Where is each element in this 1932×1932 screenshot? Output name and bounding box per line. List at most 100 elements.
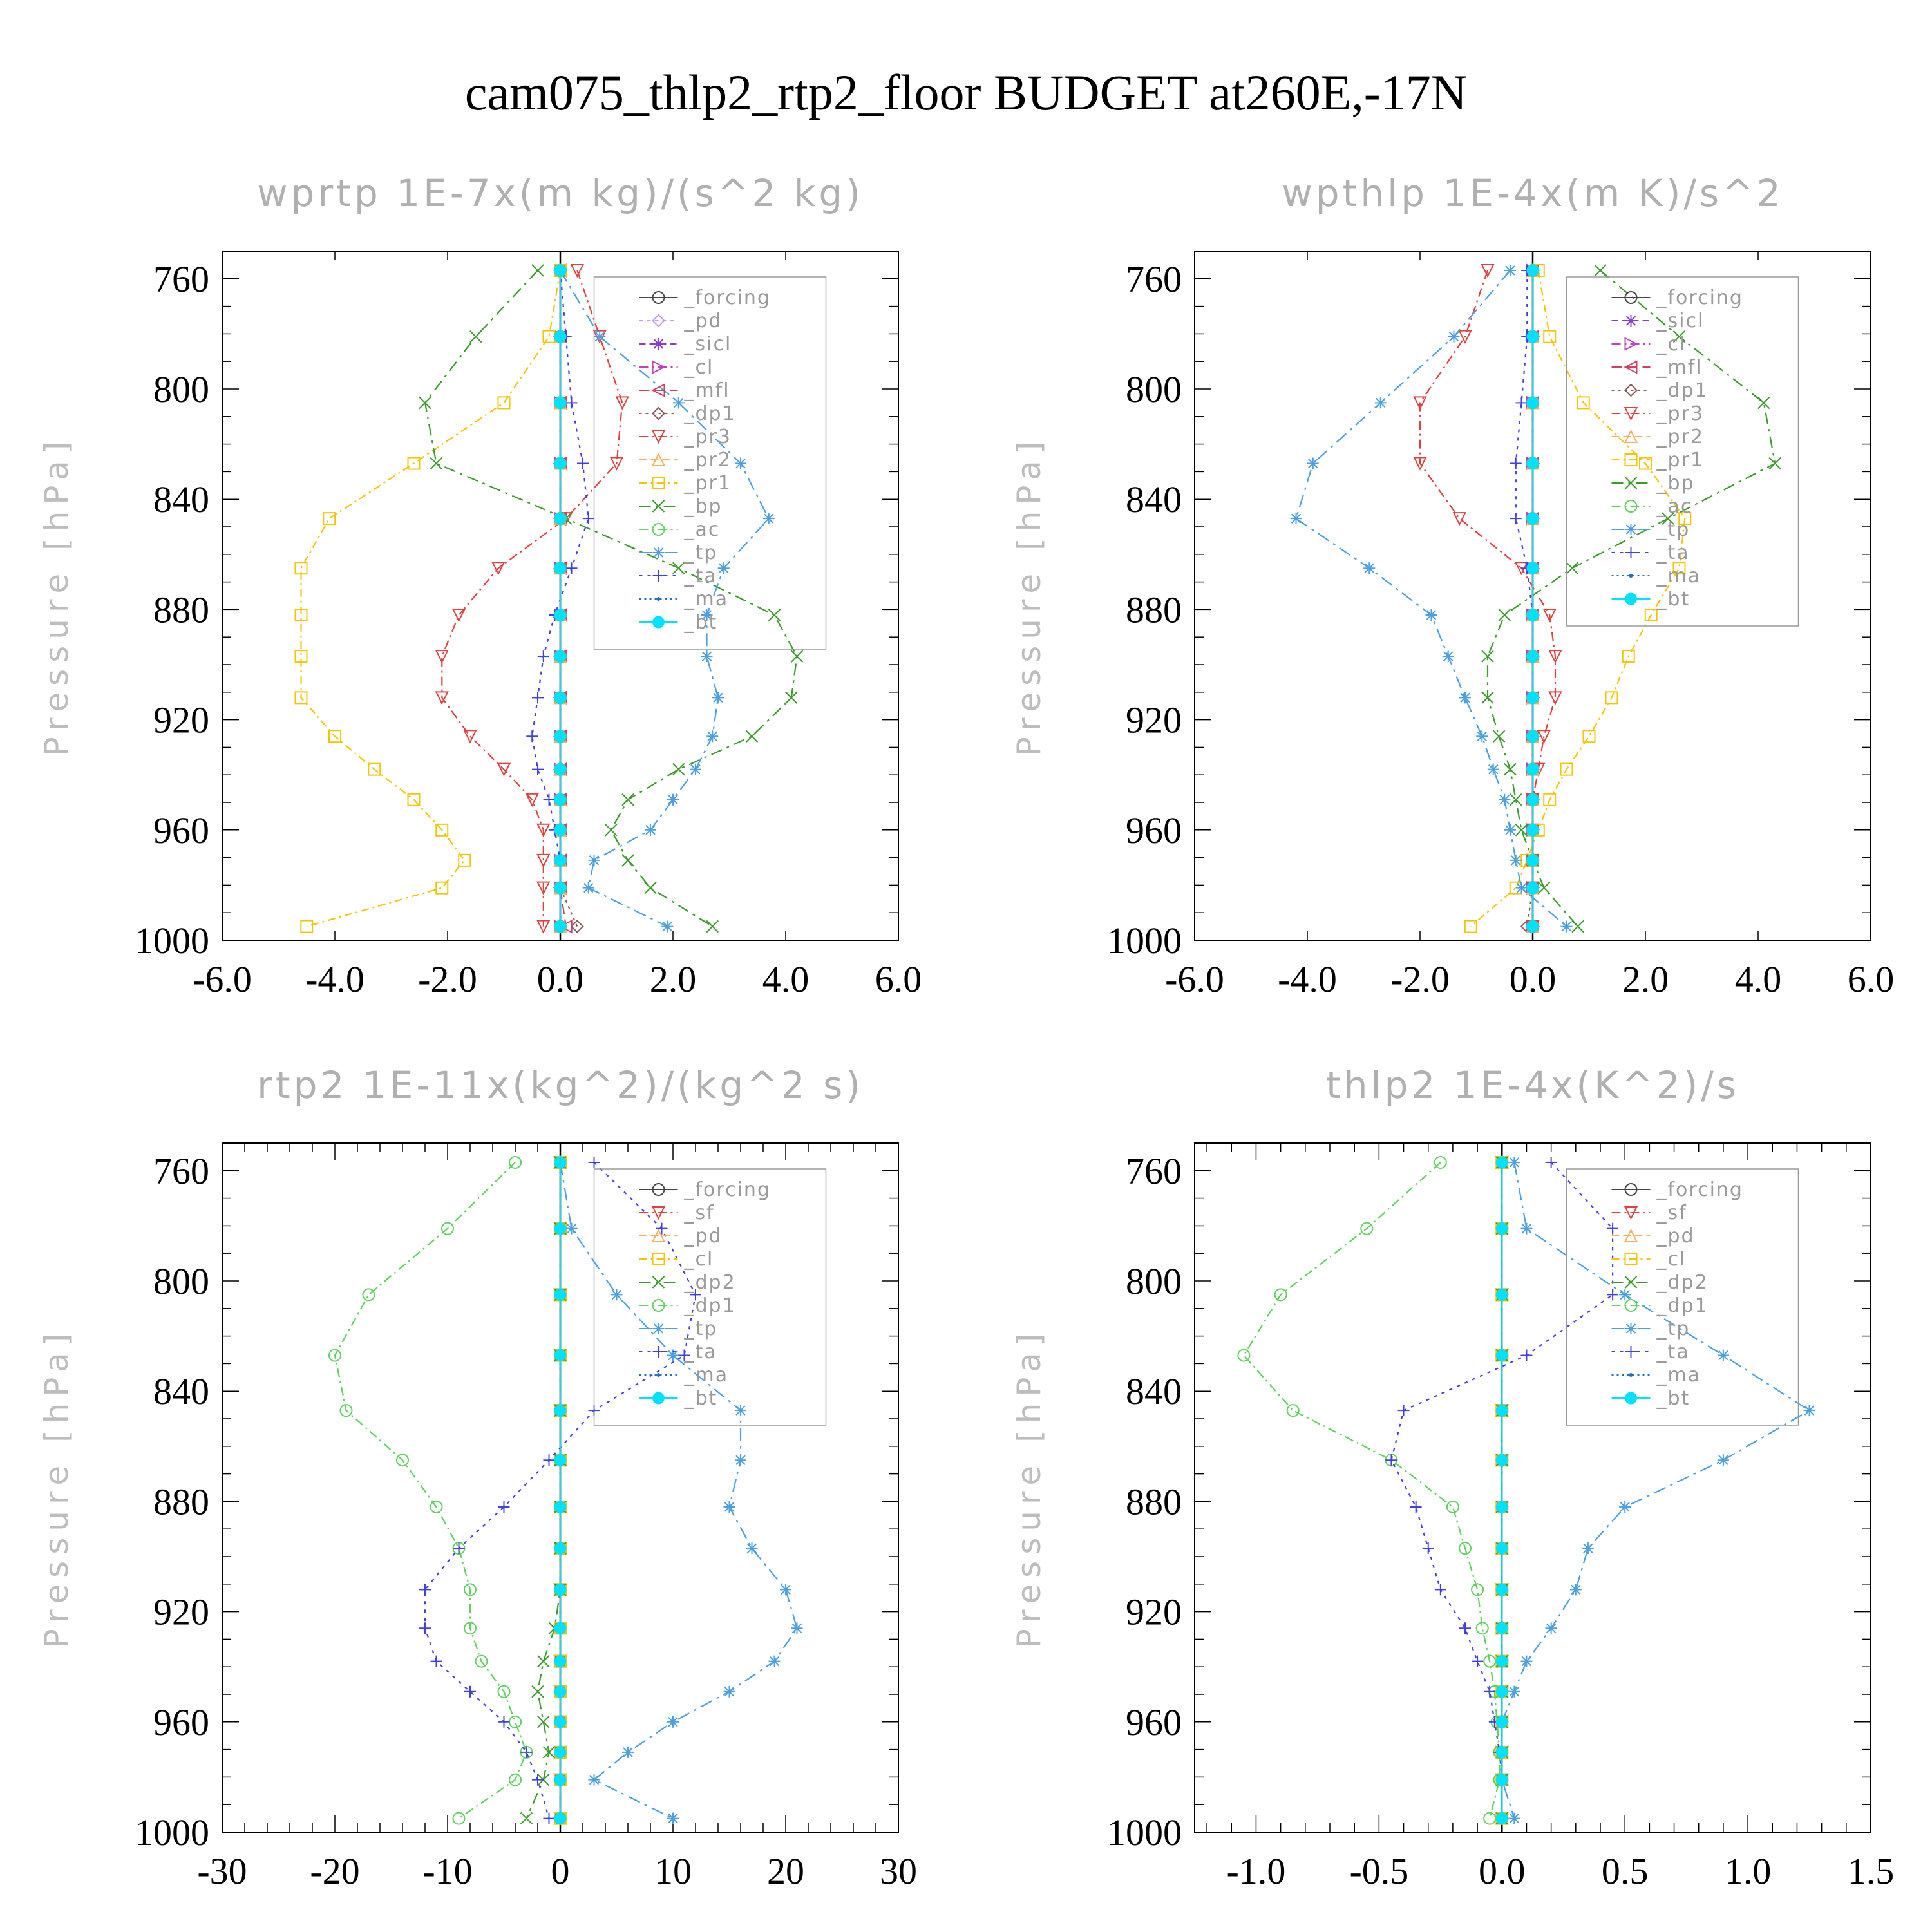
- data-point: [735, 1405, 746, 1417]
- legend-label: _pr2: [684, 449, 732, 471]
- data-point: [543, 1812, 555, 1824]
- legend-label: _ta: [684, 565, 717, 587]
- data-point: [419, 1584, 431, 1596]
- legend-marker: [652, 1183, 665, 1196]
- data-point: [554, 562, 567, 574]
- data-point: [746, 1542, 758, 1555]
- data-point: [1413, 396, 1427, 410]
- panel-3: rtp2 1E-11x(kg^2)/(kg^2 s) -30 -20 -10 0 10 20…: [38, 1063, 917, 1892]
- x-tick-label: -4.0: [305, 958, 365, 1000]
- data-point: [1526, 650, 1539, 663]
- legend-marker: [1624, 1276, 1638, 1289]
- data-point: [509, 1155, 522, 1169]
- data-point: [1307, 457, 1319, 469]
- data-point: [717, 562, 730, 574]
- legend-marker: [652, 406, 665, 421]
- data-point: [407, 457, 421, 470]
- data-point: [745, 730, 759, 743]
- legend-label: _bt: [1656, 1387, 1690, 1410]
- y-tick-label: 1000: [135, 1812, 209, 1853]
- data-point: [1495, 1501, 1508, 1513]
- data-point: [1425, 609, 1437, 621]
- series-bt: [554, 1156, 567, 1825]
- data-point: [565, 397, 578, 409]
- legend: _forcing_sicl_cl_mfl_dp1_pr3_pr2_pr1_bp_…: [1566, 276, 1799, 627]
- legend-label: _ma: [684, 1364, 729, 1387]
- data-point: [1639, 457, 1652, 470]
- data-point: [1397, 1405, 1410, 1417]
- series-bt: [554, 264, 567, 933]
- data-point: [1560, 762, 1573, 776]
- data-point: [435, 881, 449, 895]
- legend-marker: [1624, 1206, 1638, 1220]
- data-point: [1569, 1584, 1582, 1596]
- legend-marker: [1624, 291, 1638, 304]
- y-tick-label: 880: [153, 1481, 209, 1522]
- data-point: [509, 1773, 522, 1786]
- data-point: [453, 1542, 465, 1555]
- data-point: [554, 1542, 567, 1555]
- legend-label: _ta: [684, 1341, 717, 1363]
- legend-marker: [1625, 547, 1637, 558]
- data-point: [1446, 1500, 1459, 1513]
- y-tick-label: 960: [153, 1701, 209, 1743]
- data-point: [1475, 1622, 1489, 1635]
- data-point: [701, 609, 713, 621]
- y-tick-label: 960: [1126, 810, 1182, 851]
- data-point: [1442, 650, 1454, 663]
- y-tick-label: 840: [153, 1370, 209, 1412]
- data-point: [1448, 330, 1460, 343]
- data-point: [1495, 1583, 1508, 1596]
- legend-marker: [652, 1392, 665, 1405]
- legend-marker: [1624, 407, 1638, 421]
- data-point: [645, 824, 656, 836]
- data-point: [1526, 609, 1539, 621]
- legend-label: _cl: [684, 1248, 714, 1271]
- data-point: [1483, 1812, 1497, 1825]
- data-point: [762, 513, 775, 525]
- legend-label: _forcing: [1656, 287, 1743, 309]
- x-tick-label: 0.0: [1479, 1850, 1526, 1892]
- legend-marker: [652, 547, 665, 558]
- data-point: [723, 1685, 735, 1698]
- data-point: [554, 264, 567, 277]
- data-point: [588, 1774, 600, 1786]
- data-point: [611, 1289, 623, 1301]
- series-ta: [419, 1156, 701, 1824]
- series-line: [560, 270, 770, 927]
- data-point: [1504, 762, 1517, 776]
- data-point: [1458, 330, 1472, 344]
- data-point: [536, 881, 551, 895]
- y-tick-label: 880: [1126, 1481, 1182, 1522]
- data-point: [1548, 650, 1562, 664]
- legend-label: _tp: [684, 542, 718, 564]
- data-point: [1459, 1622, 1471, 1634]
- data-point: [1515, 824, 1528, 837]
- x-tick-label: 30: [880, 1850, 917, 1892]
- y-tick-label: 960: [1126, 1701, 1182, 1743]
- data-point: [1526, 457, 1539, 470]
- data-point: [1510, 513, 1522, 525]
- data-point: [531, 1685, 544, 1698]
- data-point: [1526, 824, 1539, 837]
- legend-marker: [652, 1253, 665, 1265]
- data-point: [532, 692, 544, 704]
- data-point: [1508, 1685, 1520, 1698]
- series-pr1: [294, 263, 567, 933]
- y-tick-label: 920: [1126, 1591, 1182, 1633]
- y-tick-label: 760: [153, 258, 209, 300]
- data-point: [1422, 1542, 1434, 1555]
- legend-marker: [652, 616, 665, 629]
- data-point: [667, 793, 679, 806]
- legend-marker: [652, 291, 665, 304]
- data-point: [1504, 824, 1516, 836]
- legend-label: _pr2: [1656, 426, 1704, 448]
- panel-title: thlp2 1E-4x(K^2)/s: [1326, 1063, 1739, 1107]
- data-point: [464, 1583, 477, 1596]
- data-point: [667, 1716, 679, 1728]
- data-point: [1622, 650, 1635, 663]
- data-point: [565, 1222, 578, 1235]
- data-point: [498, 1501, 510, 1513]
- legend-marker: [652, 360, 666, 374]
- data-point: [498, 1716, 510, 1728]
